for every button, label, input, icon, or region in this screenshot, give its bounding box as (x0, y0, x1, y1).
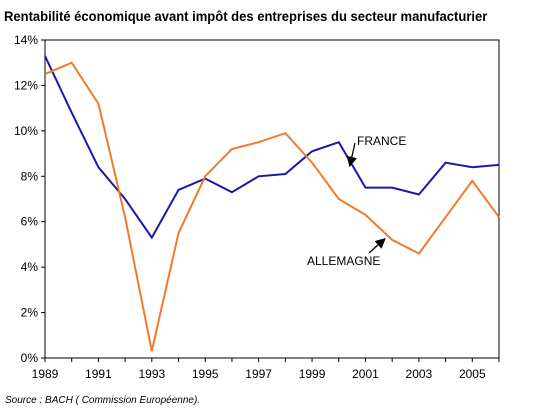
y-tick-label: 6% (21, 215, 39, 229)
annotation-layer: FRANCE ALLEMAGNE (307, 134, 406, 268)
x-tick-label: 1991 (85, 367, 112, 381)
x-tick-label: 1989 (32, 367, 59, 381)
y-tick-label: 12% (14, 78, 38, 92)
y-tick-label: 0% (21, 351, 39, 365)
series-line-france (44, 55, 500, 240)
x-tick-label: 1997 (245, 367, 272, 381)
x-tick-label: 2001 (352, 367, 379, 381)
annotation-label-france: FRANCE (357, 134, 406, 148)
x-tick-label: 1999 (299, 367, 326, 381)
x-tick-label: 1993 (138, 367, 165, 381)
y-tick-label: 8% (21, 169, 39, 183)
y-tick-label: 4% (21, 260, 39, 274)
annotation-arrow-allemagne (368, 238, 386, 254)
x-tick-label: 1995 (192, 367, 219, 381)
y-tick-label: 2% (21, 306, 39, 320)
x-tick-label: 2003 (406, 367, 433, 381)
source-note: Source : BACH ( Commission Européenne). (5, 395, 201, 406)
y-tick-label: 14% (14, 33, 38, 47)
plot-area (44, 39, 500, 359)
series-line-allemagne (44, 61, 500, 352)
annotation-arrow-france (346, 142, 357, 168)
y-tick-label: 10% (14, 124, 38, 138)
chart-title: Rentabilité économique avant impôt des e… (4, 8, 488, 24)
annotation-label-allemagne: ALLEMAGNE (307, 254, 380, 268)
x-axis: 1989 1991 1993 1995 1997 1999 2001 2003 2005 (32, 358, 500, 381)
x-tick-label: 2005 (459, 367, 486, 381)
series-layer (44, 55, 500, 352)
y-axis: 0% 2% 4% 6% 8% 10% 12% 14% (14, 33, 45, 365)
